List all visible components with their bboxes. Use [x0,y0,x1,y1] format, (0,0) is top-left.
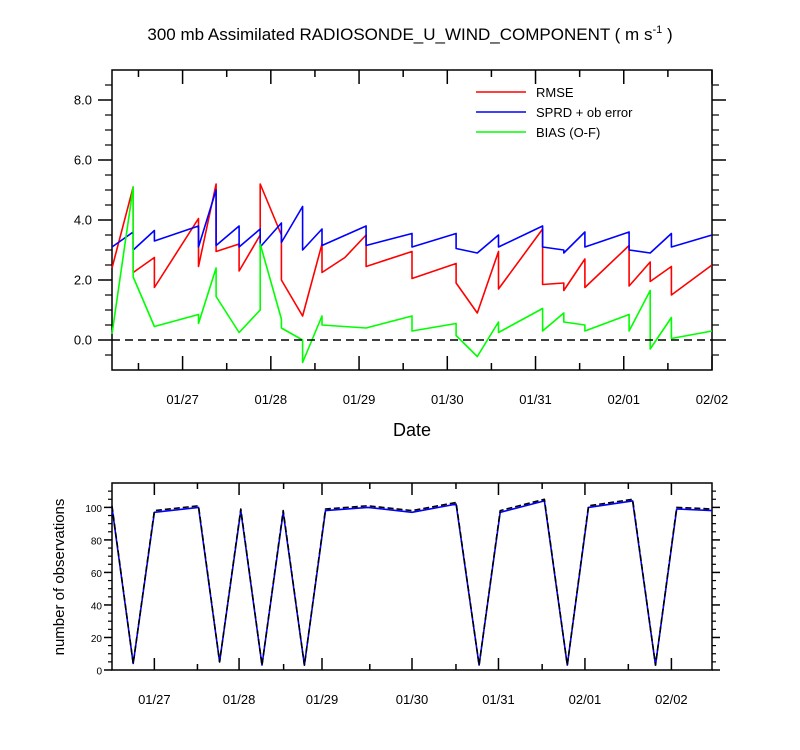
x-tick-label: 01/31 [519,392,552,407]
series-line-bias-o-f- [111,186,713,364]
x-tick-label: 02/02 [696,392,729,407]
chart-title-suffix: ) [662,25,672,44]
y-tick-label: 0 [96,667,102,678]
plot-frame [111,482,713,671]
y-tick-label: 2.0 [74,273,92,288]
x-tick-label: 02/02 [655,692,688,707]
chart-title: 300 mb Assimilated RADIOSONDE_U_WIND_COM… [147,24,672,44]
y-tick-label: 4.0 [74,213,92,228]
y-tick-label: 8.0 [74,93,92,108]
chart-title-main: 300 mb Assimilated RADIOSONDE_U_WIND_COM… [147,25,652,44]
x-tick-label: 01/27 [166,392,199,407]
chart-title-superscript: -1 [652,24,662,36]
x-tick-label: 01/28 [223,692,256,707]
y-tick-label: 100 [85,504,102,515]
bottom-y-axis-label: number of observations [51,499,68,656]
x-tick-label: 01/29 [343,392,376,407]
x-tick-label: 01/31 [482,692,515,707]
y-tick-label: 60 [91,569,103,580]
x-tick-label: 01/28 [255,392,288,407]
top-x-axis-label: Date [393,420,431,440]
y-tick-label: 0.0 [74,333,92,348]
series-line-observations-dashed [111,498,713,666]
x-tick-label: 02/01 [607,392,640,407]
legend-label: RMSE [536,85,574,100]
bottom-chart: 01/27 01/28 01/29 01/30 01/31 02/01 02/02 0 20 40… [85,482,720,707]
series-line-rmse [111,183,713,317]
x-tick-label: 01/29 [306,692,339,707]
y-tick-label: 20 [91,634,103,645]
legend-label: BIAS (O-F) [536,125,600,140]
top-chart: 01/27 01/28 01/29 01/30 01/31 02/01 02/02 0.0 2.… [74,69,729,407]
x-tick-label: 01/30 [396,692,429,707]
y-tick-label: 80 [91,536,103,547]
x-tick-label: 01/27 [138,692,171,707]
x-tick-label: 01/30 [431,392,464,407]
series-line-sprd-ob-error [111,189,713,254]
series-line-observations [111,500,713,666]
y-tick-label: 6.0 [74,153,92,168]
x-tick-label: 02/01 [569,692,602,707]
y-tick-label: 40 [91,601,103,612]
legend-label: SPRD + ob error [536,105,633,120]
